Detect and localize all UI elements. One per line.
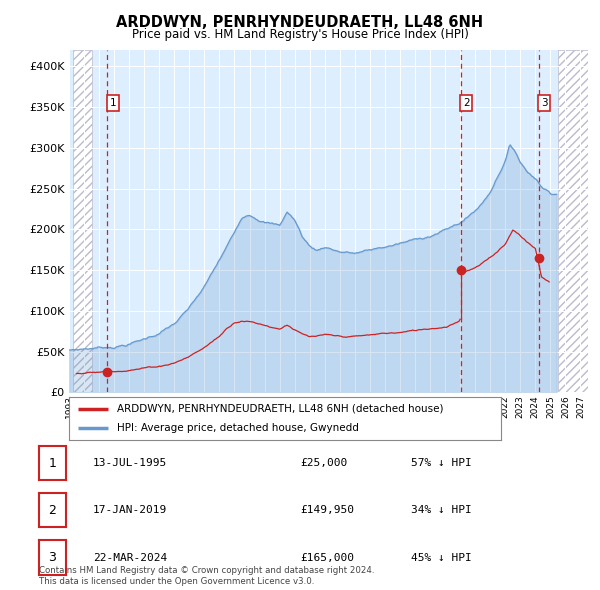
Text: 45% ↓ HPI: 45% ↓ HPI: [411, 553, 472, 562]
Text: 13-JUL-1995: 13-JUL-1995: [93, 458, 167, 468]
Text: Contains HM Land Registry data © Crown copyright and database right 2024.: Contains HM Land Registry data © Crown c…: [39, 566, 374, 575]
Text: 1: 1: [49, 457, 56, 470]
Text: 3: 3: [49, 551, 56, 564]
Text: 2: 2: [463, 98, 470, 108]
Text: £149,950: £149,950: [300, 506, 354, 515]
Bar: [558, 50, 588, 392]
Text: 2: 2: [49, 504, 56, 517]
Text: 1: 1: [109, 98, 116, 108]
Text: £25,000: £25,000: [300, 458, 347, 468]
Text: 3: 3: [541, 98, 548, 108]
Text: 34% ↓ HPI: 34% ↓ HPI: [411, 506, 472, 515]
Text: 57% ↓ HPI: 57% ↓ HPI: [411, 458, 472, 468]
Text: 17-JAN-2019: 17-JAN-2019: [93, 506, 167, 515]
Text: £165,000: £165,000: [300, 553, 354, 562]
Text: ARDDWYN, PENRHYNDEUDRAETH, LL48 6NH: ARDDWYN, PENRHYNDEUDRAETH, LL48 6NH: [116, 15, 484, 30]
Text: HPI: Average price, detached house, Gwynedd: HPI: Average price, detached house, Gwyn…: [116, 422, 358, 432]
Text: Price paid vs. HM Land Registry's House Price Index (HPI): Price paid vs. HM Land Registry's House …: [131, 28, 469, 41]
Text: 22-MAR-2024: 22-MAR-2024: [93, 553, 167, 562]
Bar: [73, 50, 92, 392]
Text: This data is licensed under the Open Government Licence v3.0.: This data is licensed under the Open Gov…: [39, 577, 314, 586]
Text: ARDDWYN, PENRHYNDEUDRAETH, LL48 6NH (detached house): ARDDWYN, PENRHYNDEUDRAETH, LL48 6NH (det…: [116, 404, 443, 414]
